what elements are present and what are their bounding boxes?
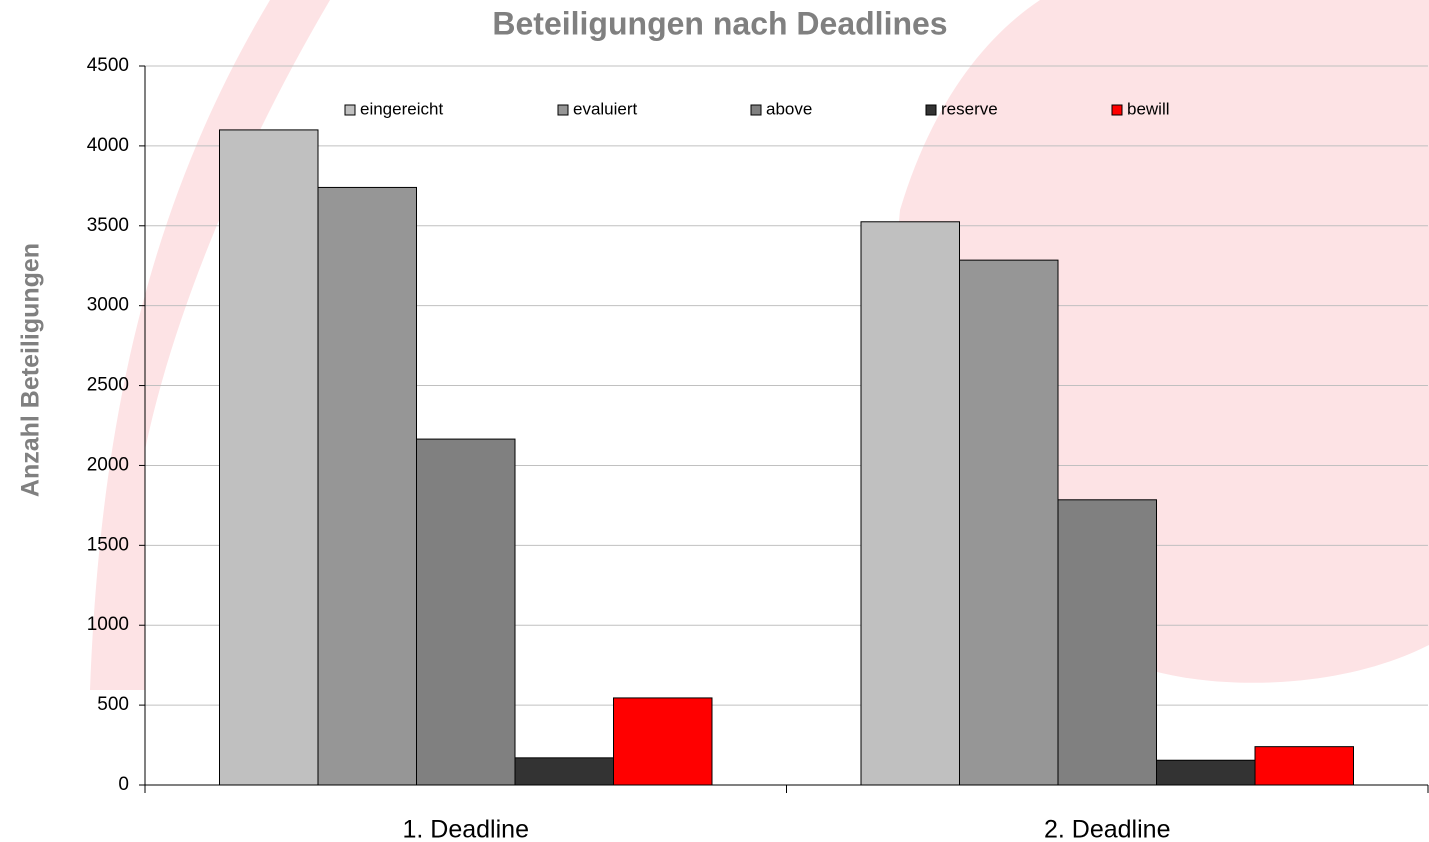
chart-title: Beteiligungen nach Deadlines [492,5,947,41]
legend-label: above [766,99,812,118]
y-tick-label: 2000 [87,454,129,475]
bar [1254,746,1354,786]
y-axis-label: Anzahl Beteiligungen [17,243,45,497]
y-tick-label: 500 [97,694,129,715]
legend-label: evaluiert [573,99,638,118]
y-tick-label: 0 [118,774,129,795]
y-tick-label: 4000 [87,135,129,156]
y-tick-label: 1500 [87,534,129,555]
bar [317,186,417,786]
bar [1156,759,1256,786]
legend-swatch [344,104,356,116]
bar [613,697,713,786]
x-tick-label: 1. Deadline [403,816,529,842]
bar [860,221,960,786]
bar [514,757,614,786]
legend-label: eingereicht [360,99,443,118]
y-tick-label: 2500 [87,375,129,396]
background-swoosh [90,0,330,690]
legend-swatch [750,104,762,116]
legend-swatch [925,104,937,116]
bar [416,438,516,786]
legend-swatch [1111,104,1123,116]
bar [219,129,319,786]
bar [959,259,1059,786]
bar [1057,499,1157,786]
x-tick-label: 2. Deadline [1044,816,1170,842]
y-tick-label: 3500 [87,215,129,236]
legend-swatch [557,104,569,116]
y-tick-label: 1000 [87,614,129,635]
y-tick-label: 4500 [87,55,129,76]
legend-label: bewill [1127,99,1170,118]
y-tick-label: 3000 [87,295,129,316]
legend-label: reserve [941,99,998,118]
